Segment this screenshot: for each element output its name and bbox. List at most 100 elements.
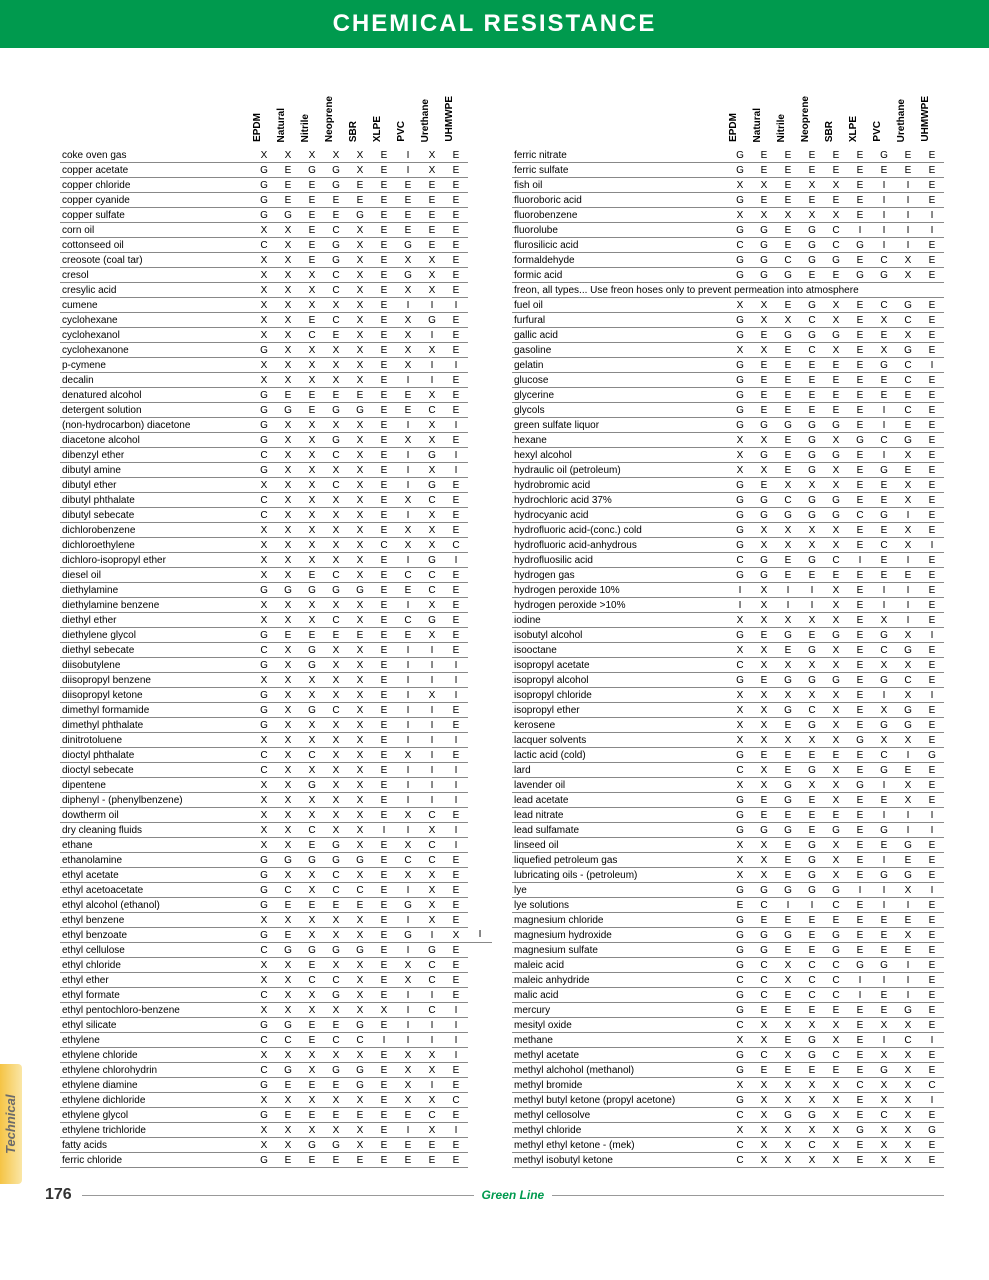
table-row: lyeGGGGGIIXI	[512, 883, 944, 898]
rating-cell: C	[252, 643, 276, 658]
chemical-name: ethane	[60, 838, 252, 853]
rating-cell: X	[728, 778, 752, 793]
rating-cell: G	[896, 868, 920, 883]
rating-cell: I	[848, 988, 872, 1003]
chemical-name: dry cleaning fluids	[60, 823, 252, 838]
rating-cell: E	[920, 868, 944, 883]
rating-cell: G	[752, 943, 776, 958]
rating-cell: I	[920, 1093, 944, 1108]
chemical-name: methyl ethyl ketone - (mek)	[512, 1138, 728, 1153]
rating-cell: E	[848, 823, 872, 838]
rating-cell: X	[252, 1003, 276, 1018]
table-row: copper acetateGEGGXEIXE	[60, 163, 492, 178]
rating-cell: E	[276, 898, 300, 913]
rating-cell: G	[728, 493, 752, 508]
chemical-name: ethyl pentochloro-benzene	[60, 1003, 252, 1018]
rating-cell: E	[372, 628, 396, 643]
chemical-name: liquefied petroleum gas	[512, 853, 728, 868]
rating-cell: G	[800, 433, 824, 448]
material-header: EPDM	[728, 78, 752, 148]
chemical-name: ethylene chloride	[60, 1048, 252, 1063]
table-row: mercuryGEEEEEEGE	[512, 1003, 944, 1018]
rating-cell: X	[872, 1078, 896, 1093]
rating-cell: X	[896, 478, 920, 493]
rating-cell: E	[872, 793, 896, 808]
rating-cell: E	[848, 448, 872, 463]
rating-cell: E	[848, 613, 872, 628]
rating-cell: X	[420, 538, 444, 553]
rating-cell: E	[444, 508, 468, 523]
table-row: diisopropyl ketoneGXXXXEIXI	[60, 688, 492, 703]
chemical-name: hydrogen gas	[512, 568, 728, 583]
rating-cell: E	[372, 988, 396, 1003]
rating-cell: G	[348, 1063, 372, 1078]
rating-cell: X	[300, 463, 324, 478]
rating-cell: X	[348, 298, 372, 313]
rating-cell: E	[444, 493, 468, 508]
rating-cell: G	[800, 508, 824, 523]
rating-cell: E	[872, 493, 896, 508]
rating-cell: E	[800, 148, 824, 163]
rating-cell: X	[252, 673, 276, 688]
rating-cell: X	[896, 1108, 920, 1123]
rating-cell: X	[348, 718, 372, 733]
rating-cell: I	[420, 703, 444, 718]
rating-cell: I	[396, 1033, 420, 1048]
rating-cell: X	[348, 268, 372, 283]
rating-cell: E	[848, 1048, 872, 1063]
rating-cell: C	[920, 1078, 944, 1093]
rating-cell: I	[872, 238, 896, 253]
table-row: (non-hydrocarbon) diacetoneGXXXXEIXI	[60, 418, 492, 433]
table-row: diacetone alcoholGXXGXEXXE	[60, 433, 492, 448]
rating-cell: X	[348, 778, 372, 793]
rating-cell: X	[300, 148, 324, 163]
rating-cell: C	[752, 973, 776, 988]
rating-cell: C	[824, 988, 848, 1003]
rating-cell: G	[872, 628, 896, 643]
rating-cell: E	[372, 1108, 396, 1123]
rating-cell: E	[848, 343, 872, 358]
rating-cell: E	[276, 628, 300, 643]
rating-cell: G	[872, 868, 896, 883]
rating-cell: G	[824, 493, 848, 508]
rating-cell: X	[728, 853, 752, 868]
rating-cell: G	[872, 1063, 896, 1078]
rating-cell: X	[276, 748, 300, 763]
table-row: isooctaneXXEGXECGE	[512, 643, 944, 658]
rating-cell: E	[444, 913, 468, 928]
rating-cell: I	[896, 958, 920, 973]
rating-cell: E	[752, 328, 776, 343]
rating-cell: E	[848, 643, 872, 658]
table-row: hydrogen gasGGEEEEEEE	[512, 568, 944, 583]
rating-cell: X	[872, 1153, 896, 1168]
rating-cell: X	[348, 1003, 372, 1018]
rating-cell: E	[372, 223, 396, 238]
rating-cell: X	[752, 853, 776, 868]
rating-cell: X	[252, 313, 276, 328]
rating-cell: I	[896, 613, 920, 628]
rating-cell: X	[300, 298, 324, 313]
rating-cell: X	[276, 598, 300, 613]
rating-cell: X	[896, 1138, 920, 1153]
chemical-name: hydrochloric acid 37%	[512, 493, 728, 508]
rating-cell: X	[348, 253, 372, 268]
rating-cell: X	[324, 778, 348, 793]
rating-cell: X	[896, 253, 920, 268]
rating-cell: E	[776, 373, 800, 388]
chemical-name: dichloroethylene	[60, 538, 252, 553]
rating-cell: E	[776, 763, 800, 778]
table-row: maleic acidGCXCCGGIE	[512, 958, 944, 973]
rating-cell: I	[420, 1033, 444, 1048]
rating-cell: X	[420, 868, 444, 883]
rating-cell: E	[372, 388, 396, 403]
content-area: EPDMNaturalNitrileNeopreneSBRXLPEPVCUret…	[0, 48, 989, 1178]
rating-cell: E	[300, 388, 324, 403]
chemical-name: coke oven gas	[60, 148, 252, 163]
rating-cell: E	[824, 748, 848, 763]
rating-cell: E	[800, 568, 824, 583]
rating-cell: X	[276, 373, 300, 388]
rating-cell: G	[872, 508, 896, 523]
rating-cell: X	[252, 1138, 276, 1153]
rating-cell: X	[348, 703, 372, 718]
table-row: magnesium hydroxideGGGEGEEXE	[512, 928, 944, 943]
